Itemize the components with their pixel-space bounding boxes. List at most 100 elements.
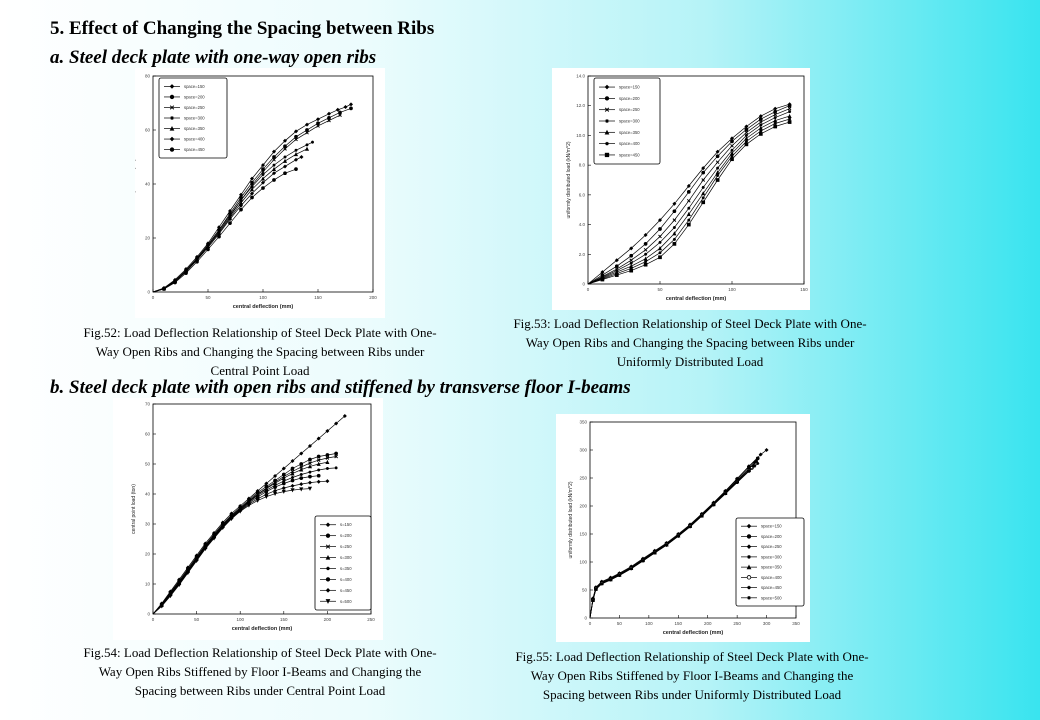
- data-point: [787, 106, 792, 111]
- data-point: [305, 130, 309, 135]
- series-space=450: [152, 167, 298, 293]
- data-point: [325, 429, 330, 433]
- legend-marker: [747, 555, 751, 559]
- legend-marker: [169, 94, 175, 100]
- data-point: [758, 117, 763, 121]
- data-point: [308, 474, 312, 479]
- data-point: [759, 123, 763, 127]
- data-point: [283, 171, 287, 176]
- y-tick-label: 10: [145, 582, 151, 587]
- y-tick-label: 300: [579, 448, 587, 453]
- legend-marker: [746, 523, 752, 529]
- data-point: [291, 476, 295, 479]
- legend-label: s=400: [340, 577, 352, 582]
- data-point: [759, 129, 763, 133]
- legend-marker: [604, 152, 610, 158]
- data-point: [272, 157, 276, 162]
- data-point: [316, 121, 320, 126]
- x-tick-label: 0: [152, 295, 155, 300]
- data-point: [299, 155, 304, 159]
- data-point: [672, 226, 676, 230]
- data-point: [334, 451, 338, 456]
- legend-marker: [325, 522, 331, 528]
- legend-label: space=350: [184, 126, 205, 131]
- data-point: [730, 139, 734, 144]
- caption-fig52: Fig.52: Load Deflection Relationship of …: [83, 325, 437, 378]
- x-axis-label: central deflection (mm): [232, 626, 293, 632]
- data-point: [672, 209, 677, 214]
- data-point: [755, 459, 759, 463]
- data-point: [773, 124, 778, 129]
- data-point: [290, 459, 295, 463]
- data-point: [228, 221, 232, 225]
- data-point: [250, 185, 254, 189]
- legend-marker: [746, 544, 752, 549]
- data-point: [338, 110, 342, 115]
- data-point: [299, 487, 304, 492]
- legend-label: space=400: [761, 575, 782, 580]
- data-point: [334, 421, 339, 426]
- data-point: [701, 166, 706, 171]
- series-space=200: [589, 456, 760, 619]
- data-point: [643, 232, 648, 237]
- data-point: [282, 158, 288, 163]
- caption-fig55: Fig.55: Load Deflection Relationship of …: [515, 649, 869, 702]
- data-point: [299, 476, 304, 480]
- data-point: [217, 234, 221, 239]
- data-point: [305, 122, 309, 127]
- data-point: [162, 287, 166, 291]
- data-point: [641, 559, 645, 563]
- legend-label: space=200: [761, 534, 782, 539]
- data-point: [701, 185, 705, 189]
- series-s=250: [152, 454, 338, 615]
- legend-box: [593, 77, 661, 165]
- data-point: [325, 479, 330, 484]
- data-point: [349, 102, 353, 107]
- data-point: [260, 176, 266, 181]
- caption-fig53: Fig.53: Load Deflection Relationship of …: [513, 316, 867, 369]
- data-point: [715, 154, 720, 159]
- data-point: [701, 178, 706, 182]
- data-point: [290, 471, 295, 476]
- legend-box: [158, 77, 228, 159]
- data-point: [304, 146, 310, 151]
- data-point: [294, 167, 298, 172]
- legend-marker: [325, 544, 331, 549]
- data-point: [239, 198, 243, 202]
- data-point: [305, 143, 309, 147]
- data-point: [299, 462, 304, 466]
- data-point: [272, 163, 276, 167]
- data-point: [316, 473, 321, 478]
- data-point: [672, 237, 676, 241]
- legend-marker: [325, 554, 331, 560]
- y-tick-label: 80: [145, 74, 151, 79]
- data-point: [325, 467, 329, 470]
- data-point: [744, 139, 748, 143]
- data-point: [185, 571, 190, 576]
- data-point: [658, 227, 662, 231]
- data-point: [228, 217, 232, 222]
- data-point: [217, 228, 221, 232]
- series-space=500: [589, 461, 760, 619]
- legend-label: space=200: [184, 94, 205, 99]
- legend-marker: [170, 116, 174, 120]
- x-tick-label: 200: [704, 621, 712, 626]
- chart-fig55-panel: 0 50 100 150 200 250 300 350 0 50 100 150 200 250 300 3…: [556, 414, 810, 642]
- legend-label: space=350: [761, 565, 782, 570]
- data-point: [307, 464, 313, 469]
- data-point: [316, 458, 321, 462]
- data-point: [290, 478, 295, 483]
- data-point: [325, 453, 330, 457]
- data-point: [657, 246, 663, 251]
- x-tick-label: 50: [194, 617, 200, 622]
- data-point: [293, 152, 299, 157]
- y-tick-label: 0: [582, 282, 585, 287]
- data-point: [195, 259, 199, 264]
- x-tick-label: 150: [314, 295, 322, 300]
- x-tick-label: 50: [657, 287, 663, 292]
- data-point: [758, 452, 763, 457]
- data-point: [617, 573, 621, 577]
- series-space=450: [587, 120, 792, 285]
- data-point: [758, 120, 763, 124]
- legend-box: [314, 515, 372, 611]
